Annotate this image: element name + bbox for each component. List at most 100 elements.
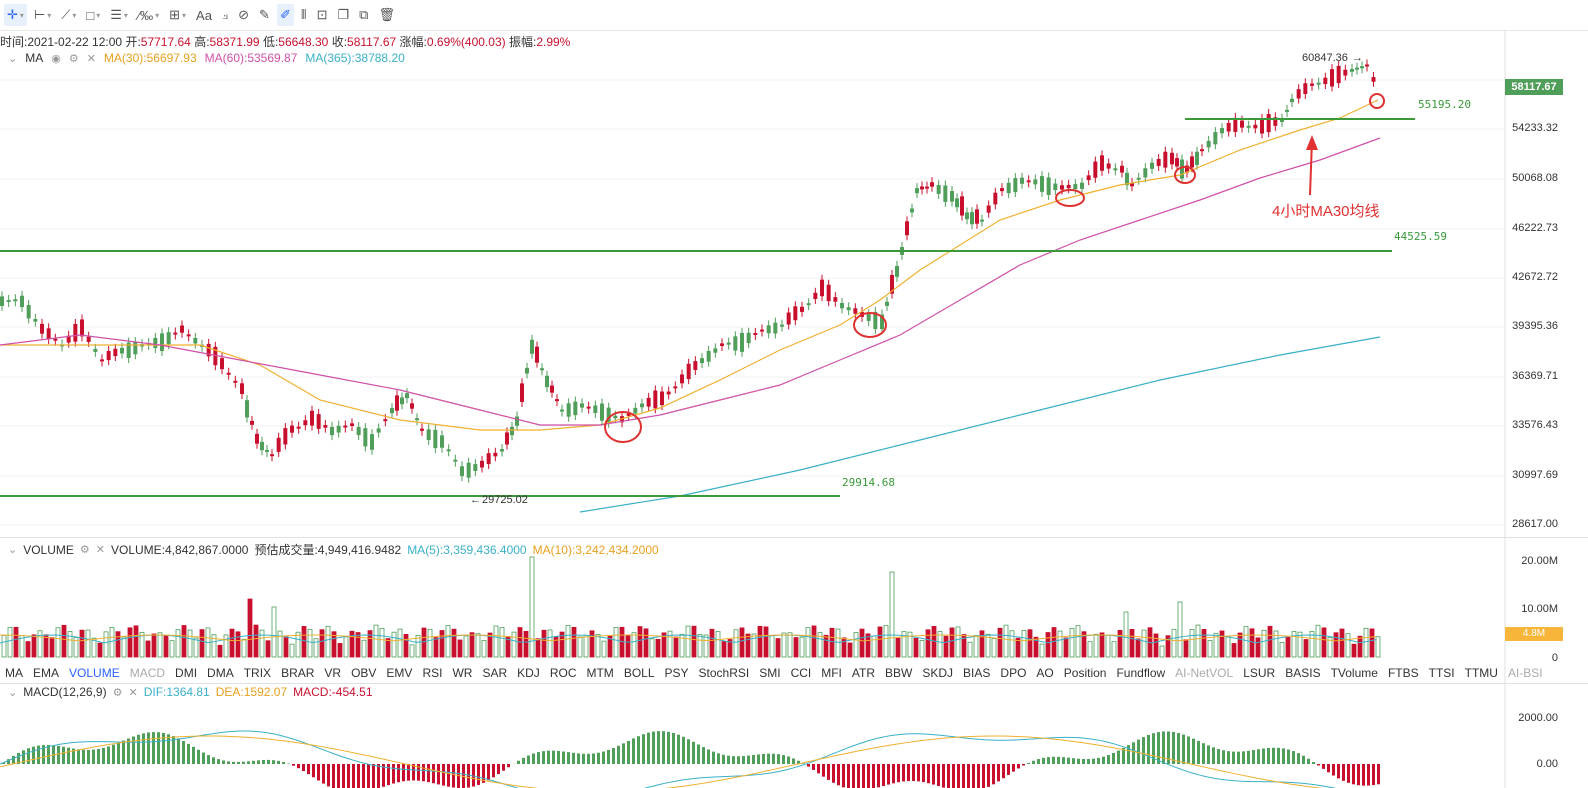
indicator-tab-cci[interactable]: CCI — [790, 666, 812, 680]
indicator-tab-boll[interactable]: BOLL — [623, 666, 655, 680]
chevron-down-icon[interactable]: ⌄ — [8, 544, 18, 556]
delete-tool-button[interactable]: 🗑 — [375, 4, 398, 26]
macd-histogram-bar — [757, 754, 760, 764]
close-icon[interactable]: ✕ — [86, 52, 96, 65]
macd-histogram-bar — [412, 764, 415, 781]
indicator-tab-ttsi[interactable]: TTSI — [1428, 666, 1455, 680]
settings-icon[interactable]: ⚙ — [79, 544, 90, 556]
macd-histogram-bar — [917, 764, 920, 782]
lock-tool-button[interactable]: ⊡ — [314, 4, 331, 26]
macd-histogram-bar — [137, 734, 140, 764]
volume-bar — [1207, 639, 1213, 658]
indicator-tab-ma[interactable]: MA — [5, 666, 23, 680]
macd-histogram-bar — [787, 756, 790, 764]
indicator-tab-tvolume[interactable]: TVolume — [1330, 666, 1378, 680]
indicator-tab-dma[interactable]: DMA — [207, 666, 234, 680]
indicator-tab-bias[interactable]: BIAS — [963, 666, 991, 680]
indicator-tab-bbw[interactable]: BBW — [885, 666, 913, 680]
volume-bar — [997, 627, 1003, 658]
indicator-tab-obv[interactable]: OBV — [351, 666, 377, 680]
close-icon[interactable]: ✕ — [128, 686, 138, 699]
settings-icon[interactable]: ⚙ — [68, 52, 79, 65]
horizontal-ray-tool-button[interactable]: ⊢ ▾ — [31, 4, 54, 26]
high-value: 58371.99 — [209, 35, 260, 49]
candle-body — [0, 296, 4, 306]
indicator-tab-kdj[interactable]: KDJ — [517, 666, 540, 680]
macd-histogram-bar — [837, 764, 840, 786]
candle-body — [120, 347, 124, 354]
indicator-tab-mfi[interactable]: MFI — [821, 666, 842, 680]
ohlc-info: 时间:2021-02-22 12:00 开:57717.64 高:58371.9… — [0, 33, 570, 50]
close-value: 58117.67 — [347, 35, 397, 49]
indicator-tab-ai-bsi[interactable]: AI-BSI — [1507, 666, 1543, 680]
indicator-tab-ao[interactable]: AO — [1036, 666, 1054, 680]
indicator-tab-ttmu[interactable]: TTMU — [1464, 666, 1498, 680]
draw-mode-button[interactable]: ✐ — [276, 4, 294, 26]
indicator-tab-ai-netvol[interactable]: AI-NetVOL — [1175, 666, 1234, 680]
indicator-tab-psy[interactable]: PSY — [664, 666, 689, 680]
macd-histogram-bar — [1262, 748, 1265, 764]
measure-tool-button[interactable]: ⊞ ▾ — [166, 4, 189, 26]
indicator-tab-smi[interactable]: SMI — [759, 666, 781, 680]
indicator-tab-mtm[interactable]: MTM — [586, 666, 614, 680]
indicator-tab-ema[interactable]: EMA — [33, 666, 60, 680]
macd-histogram-bar — [977, 764, 980, 788]
indicator-tab-stochrsi[interactable]: StochRSI — [698, 666, 750, 680]
close-icon[interactable]: ✕ — [95, 544, 105, 556]
indicator-tab-sar[interactable]: SAR — [482, 666, 508, 680]
indicator-tab-dmi[interactable]: DMI — [175, 666, 198, 680]
parallel-lines-tool-button[interactable]: ☰ ▾ — [107, 4, 131, 26]
fibonacci-tool-button[interactable]: ⁄‰ ▾ — [135, 4, 162, 26]
macd-histogram-bar — [542, 751, 545, 764]
macd-histogram-bar — [827, 764, 830, 780]
candle-body — [726, 342, 731, 345]
macd-histogram-bar — [187, 743, 190, 764]
indicator-tab-ftbs[interactable]: FTBS — [1387, 666, 1419, 680]
indicator-tab-fundflow[interactable]: Fundflow — [1116, 666, 1166, 680]
indicator-tab-dpo[interactable]: DPO — [1000, 666, 1027, 680]
indicator-tab-vr[interactable]: VR — [324, 666, 342, 680]
bars-pattern-button[interactable]: ⦀ — [298, 4, 310, 26]
volume-bar — [679, 633, 685, 658]
indicator-tab-position[interactable]: Position — [1063, 666, 1107, 680]
chevron-down-icon[interactable]: ⌄ — [8, 686, 18, 699]
macd-histogram-bar — [462, 764, 465, 788]
ruler-tool-button[interactable]: ✎ — [256, 4, 273, 26]
indicator-tab-skdj[interactable]: SKDJ — [922, 666, 954, 680]
candle-body — [853, 308, 858, 314]
candle-body — [1073, 184, 1078, 190]
indicator-tab-macd[interactable]: MACD — [129, 666, 166, 680]
indicator-tab-roc[interactable]: ROC — [549, 666, 577, 680]
macd-histogram-bar — [627, 740, 630, 764]
candle-body — [1156, 158, 1161, 166]
indicator-tab-atr[interactable]: ATR — [851, 666, 876, 680]
chevron-down-icon[interactable]: ⌄ — [8, 52, 18, 65]
indicator-tab-wr[interactable]: WR — [452, 666, 473, 680]
magnet-tool-button[interactable]: ⊘ — [235, 4, 252, 26]
indicator-tab-emv[interactable]: EMV — [386, 666, 413, 680]
ma60-value: MA(60):53569.87 — [204, 51, 298, 65]
copy-tool-button[interactable]: ❐ — [334, 4, 352, 26]
screenshot-tool-button[interactable]: ⧉ — [356, 4, 371, 26]
crosshair-tool-button[interactable]: ✛ ▾ — [4, 4, 27, 26]
candlestick-chart[interactable] — [0, 30, 1588, 788]
candle-body — [806, 303, 811, 306]
indicator-tab-brar[interactable]: BRAR — [281, 666, 315, 680]
macd-histogram-bar — [242, 761, 245, 764]
volume-bar — [1261, 629, 1267, 658]
pattern-tool-button[interactable]: ⟓ — [219, 4, 231, 26]
eye-icon[interactable]: ◉ — [51, 52, 61, 65]
annotation-circle — [853, 312, 887, 338]
macd-histogram-bar — [67, 747, 70, 764]
indicator-tab-rsi[interactable]: RSI — [422, 666, 443, 680]
candle-body — [13, 299, 18, 302]
indicator-tab-basis[interactable]: BASIS — [1285, 666, 1321, 680]
trend-line-tool-button[interactable]: ⟋ ▾ — [58, 4, 79, 26]
indicator-tab-trix[interactable]: TRIX — [243, 666, 272, 680]
candle-body — [1125, 172, 1129, 186]
settings-icon[interactable]: ⚙ — [112, 686, 123, 699]
indicator-tab-lsur[interactable]: LSUR — [1243, 666, 1276, 680]
indicator-tab-volume[interactable]: VOLUME — [69, 666, 120, 680]
text-tool-button[interactable]: Aa — [193, 4, 215, 26]
rectangle-tool-button[interactable]: □ ▾ — [83, 4, 103, 26]
